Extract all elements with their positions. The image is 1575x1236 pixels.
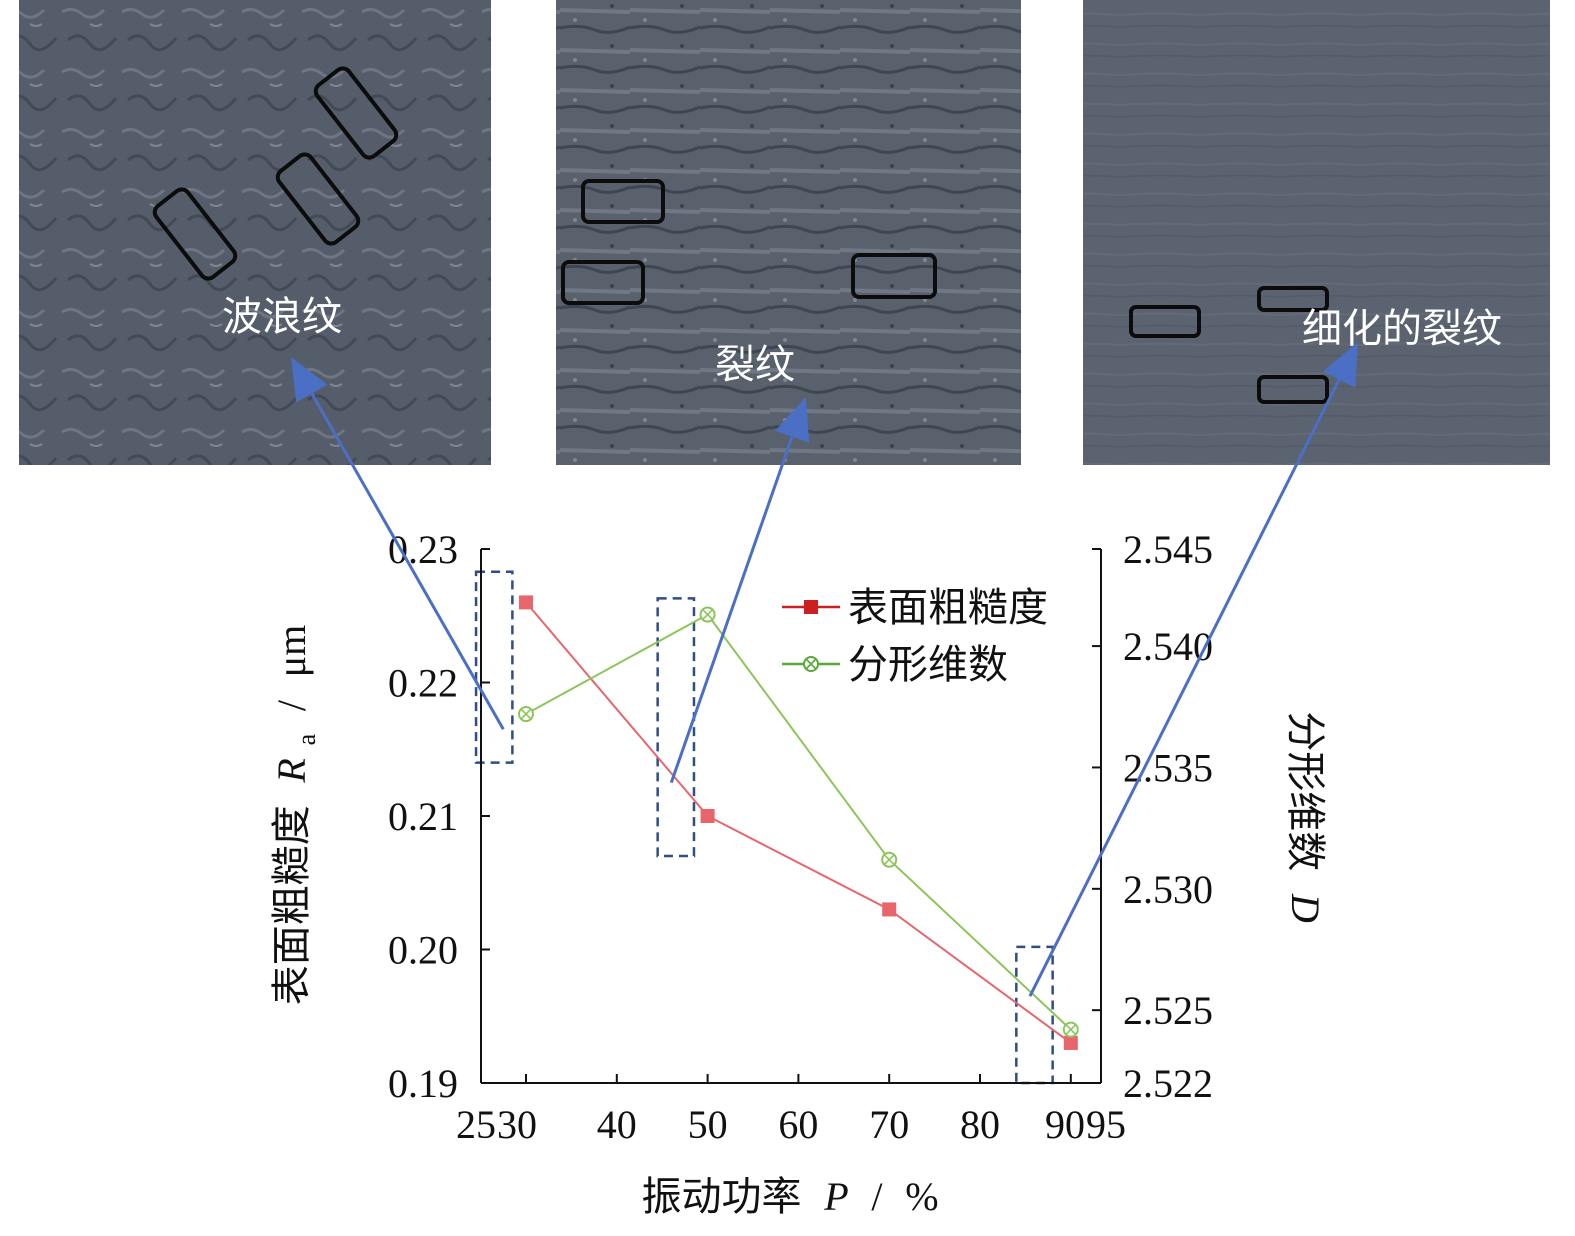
feature-box [275,152,361,246]
x-axis-title-var: P [823,1174,848,1219]
micrograph-label: 波浪纹 [222,294,342,340]
arrows [291,342,1358,997]
y2-axis-title-text: 分形维数 [1282,711,1328,871]
feature-box [313,66,399,160]
arrow-head-icon [1323,342,1358,388]
series-layer [518,595,1079,1050]
y-axis-title-var: R [269,758,314,783]
feature-box [581,179,665,224]
x-tick-label: 70 [869,1102,909,1147]
ticks: 25 30 40 50 60 70 80 90 95 0.19 0.20 0.21 0.22 0.23 2.… [388,527,1213,1147]
micrograph-label: 细化的裂纹 [1302,306,1502,352]
feature-box [1257,286,1329,312]
legend-label-2: 分形维数 [848,642,1008,688]
axis-titles: 振动功率 P / % 表面粗糙度 R a / μm 分形维数 D [269,625,1328,1220]
x-axis-title: 振动功率 P / % [641,1174,938,1220]
legend-marker-circle-x [803,656,819,672]
y2-tick-label: 2.525 [1123,988,1213,1033]
x-tick-label: 60 [778,1102,818,1147]
micrographs: 波浪纹 裂纹 细化的裂纹 [19,0,1550,465]
y-tick-label: 0.21 [388,794,458,839]
x-axis-title-unit: % [905,1174,938,1219]
micrograph-2 [556,0,1021,465]
y-tick-label: 0.22 [388,661,458,706]
y2-tick-label: 2.522 [1123,1061,1213,1106]
highlight-boxes [474,570,1054,1085]
x-tick-label: 95 [1086,1102,1126,1147]
data-point-fractal [881,851,898,868]
annotation-arrow [310,392,505,730]
micrograph-3 [1083,0,1550,465]
x-tick-label: 25 [456,1102,496,1147]
y-axis-title-sub: a [292,733,321,745]
data-point-roughness [1063,1035,1078,1050]
y2-tick-label: 2.540 [1123,624,1213,669]
highlight-box [1015,945,1054,1085]
x-tick-label: 40 [597,1102,637,1147]
y-tick-label: 0.23 [388,527,458,572]
data-point-roughness [882,902,897,917]
feature-box [152,187,238,281]
legend-label-1: 表面粗糙度 [848,585,1048,631]
highlight-box [474,570,514,764]
series-line-2 [525,613,1072,1031]
data-point-fractal [1062,1021,1079,1038]
micrograph-label: 裂纹 [715,342,795,388]
y-tick-label: 0.19 [388,1061,458,1106]
y2-axis-title-var: D [1283,893,1328,923]
arrow-head-icon [291,357,328,403]
data-point-roughness [700,809,715,823]
data-point-roughness [519,595,533,610]
micrograph-1 [19,0,491,465]
x-tick-label: 30 [497,1102,537,1147]
y-axis-title-unit: μm [269,625,314,678]
y-axis-title-text: 表面粗糙度 [269,805,315,1005]
legend-marker-square [804,600,818,614]
feature-box [1257,375,1329,404]
arrow-head-icon [775,397,810,443]
y2-tick-label: 2.530 [1123,867,1213,912]
annotation-arrow [669,436,794,784]
x-tick-label: 90 [1045,1102,1085,1147]
annotation-arrow [1028,378,1341,997]
data-point-fractal [518,706,534,723]
y-axis-title: 表面粗糙度 R a / μm [269,625,325,1006]
feature-box [1129,305,1201,338]
y2-axis-title: 分形维数 D [1282,711,1328,923]
y2-tick-label: 2.545 [1123,527,1213,572]
x-tick-label: 80 [960,1102,1000,1147]
y-tick-label: 0.20 [388,928,458,973]
highlight-box [656,597,696,858]
x-tick-label: 50 [688,1102,728,1147]
data-point-fractal [699,606,716,623]
feature-box [851,253,937,299]
x-axis-title-text: 振动功率 [641,1174,801,1220]
series-line-1 [525,601,1072,1044]
feature-box [561,260,645,305]
